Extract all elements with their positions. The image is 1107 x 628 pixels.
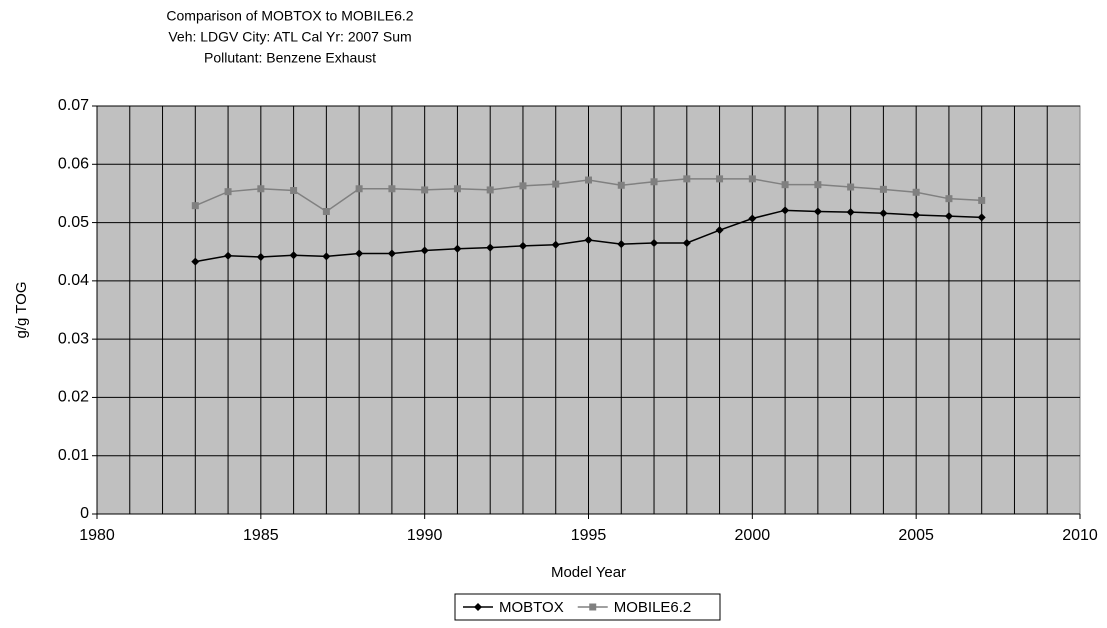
data-point [224,188,232,196]
data-point [715,226,724,235]
y-tick-label: 0.01 [58,447,89,464]
data-point [912,210,921,219]
data-point [486,243,495,252]
x-tick-label: 1985 [243,527,279,544]
x-axis-label: Model Year [551,564,626,581]
data-point [420,246,429,255]
data-point [191,257,200,266]
data-point [290,187,298,195]
data-point [683,175,691,183]
data-point [617,240,626,249]
y-tick-label: 0.06 [58,156,89,173]
data-point [584,236,593,245]
data-point [518,241,527,250]
y-axis-label: g/g TOG [13,282,30,339]
x-tick-label: 2005 [898,527,934,544]
data-point [551,240,560,249]
data-point [978,196,986,204]
y-tick-label: 0.07 [58,97,89,114]
data-point [453,185,461,193]
data-point [617,181,625,189]
legend-label: MOBTOX [499,599,564,616]
y-tick-label: 0.02 [58,389,89,406]
data-point [421,186,429,194]
chart-title: Pollutant: Benzene Exhaust [204,50,376,66]
legend-label: MOBILE6.2 [614,599,692,616]
data-point [322,252,331,261]
y-tick-label: 0.03 [58,330,89,347]
data-point [552,180,560,188]
data-point [486,186,494,194]
y-tick-label: 0 [80,505,89,522]
data-point [289,251,298,260]
data-point [322,207,330,215]
data-point [355,185,363,193]
data-point [748,214,757,223]
data-point [224,251,233,260]
data-point [453,244,462,253]
legend-marker [474,603,482,611]
data-point [387,249,396,258]
data-point [879,185,887,193]
x-tick-label: 2000 [735,527,771,544]
data-point [388,185,396,193]
data-point [716,175,724,183]
legend-marker [589,603,597,611]
data-point [945,195,953,203]
data-point [781,206,790,215]
x-tick-label: 1980 [79,527,115,544]
y-tick-label: 0.04 [58,272,89,289]
data-point [682,238,691,247]
data-point [781,181,789,189]
data-point [912,188,920,196]
data-point [814,181,822,189]
data-point [191,202,199,210]
data-point [977,213,986,222]
y-tick-label: 0.05 [58,214,89,231]
data-point [519,182,527,190]
data-point [879,209,888,218]
data-point [355,249,364,258]
chart-title: Veh: LDGV City: ATL Cal Yr: 2007 Sum [168,29,411,45]
data-point [846,208,855,217]
data-point [813,207,822,216]
data-point [847,183,855,191]
data-point [650,178,658,186]
data-point [944,212,953,221]
data-point [650,238,659,247]
data-point [748,175,756,183]
x-tick-label: 1990 [407,527,443,544]
data-point [256,252,265,261]
data-point [257,185,265,193]
data-point [585,176,592,184]
chart-title: Comparison of MOBTOX to MOBILE6.2 [166,8,413,24]
x-tick-label: 1995 [571,527,607,544]
x-tick-label: 2010 [1062,527,1098,544]
